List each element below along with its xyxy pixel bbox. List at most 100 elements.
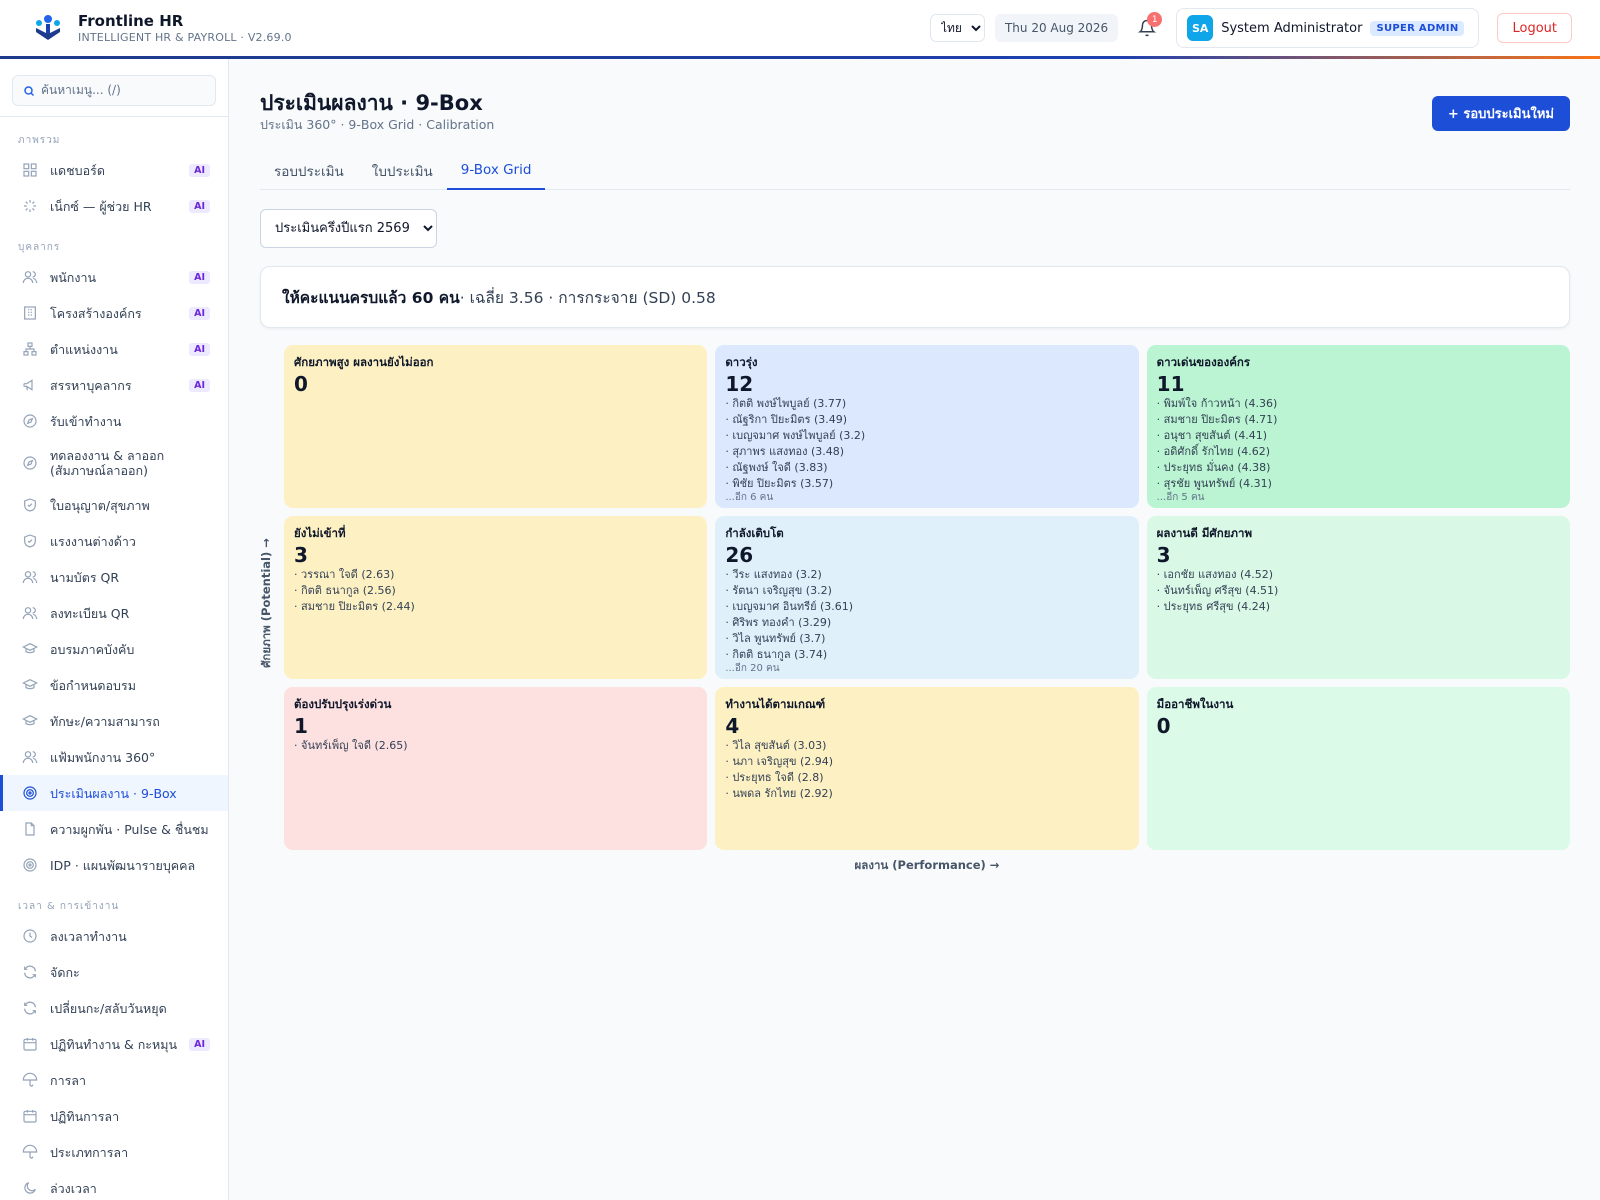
nine-box-cell[interactable]: ต้องปรับปรุงเร่งด่วน 1 · จันทร์เพ็ญ ใจดี (… xyxy=(284,687,708,850)
sidebar-item[interactable]: การลา xyxy=(0,1062,228,1098)
sidebar-item[interactable]: ปฏิทินการลา xyxy=(0,1098,228,1134)
sidebar-item-label: ประเภทการลา xyxy=(50,1144,129,1160)
sidebar-item[interactable]: แรงงานต่างด้าว xyxy=(0,523,228,559)
cell-person[interactable]: · กิตติ ธนากูล (3.74) xyxy=(725,648,828,661)
sidebar-item[interactable]: โครงสร้างองค์กร AI xyxy=(0,295,228,331)
cell-person[interactable]: · นพดล รักไทย (2.92) xyxy=(725,787,833,800)
sidebar-item[interactable]: แดชบอร์ด AI xyxy=(0,152,228,188)
cell-person[interactable]: · กิตติ พงษ์ไพบูลย์ (3.77) xyxy=(725,397,847,410)
ai-badge: AI xyxy=(189,1037,210,1051)
role-badge: SUPER ADMIN xyxy=(1370,20,1465,36)
logout-button[interactable]: Logout xyxy=(1497,13,1572,43)
ai-badge: AI xyxy=(189,306,210,320)
sidebar-item[interactable]: ล่วงเวลา xyxy=(0,1170,228,1200)
cell-more[interactable]: ...อีก 5 คน xyxy=(1156,492,1205,503)
sidebar-item[interactable]: เปลี่ยนกะ/สลับวันหยุด xyxy=(0,990,228,1026)
sidebar-item-label: รับเข้าทำงาน xyxy=(50,413,122,429)
sidebar-item-label: ลงทะเบียน QR xyxy=(50,605,130,621)
nine-box-cell[interactable]: ศักยภาพสูง ผลงานยังไม่ออก 0 xyxy=(284,345,708,508)
sidebar-item[interactable]: อบรมภาคบังคับ xyxy=(0,631,228,667)
cell-person[interactable]: · เบญจมาศ อินทรีย์ (3.61) xyxy=(725,600,854,613)
cell-person[interactable]: · รัตนา เจริญสุข (3.2) xyxy=(725,584,832,597)
file-icon xyxy=(25,822,35,836)
cell-person[interactable]: · สุภาพร แสงทอง (3.48) xyxy=(725,445,845,458)
nine-box-cell[interactable]: กำลังเติบโต 26 · วีระ แสงทอง (3.2) · รัตนา … xyxy=(715,516,1139,679)
notifications-button[interactable]: 1 xyxy=(1132,12,1163,43)
nine-box-cell[interactable]: ดาวเด่นขององค์กร 11 · พิมพ์ใจ ก้าวหน้า (4.… xyxy=(1146,345,1570,508)
notification-count: 1 xyxy=(1147,12,1163,27)
cell-more[interactable]: ...อีก 6 คน xyxy=(725,492,774,503)
ai-badge: AI xyxy=(189,199,210,213)
cell-person[interactable]: · สมชาย ปิยะมิตร (2.44) xyxy=(294,600,415,613)
cell-person[interactable]: · สุรชัย พูนทรัพย์ (4.31) xyxy=(1156,477,1272,490)
cell-person[interactable]: · วีระ แสงทอง (3.2) xyxy=(725,568,822,581)
cell-count: 12 xyxy=(725,372,754,396)
nine-box-cell[interactable]: มืออาชีพในงาน 0 xyxy=(1146,687,1570,850)
sidebar-item-label: ข้อกำหนดอบรม xyxy=(50,677,136,693)
cell-person[interactable]: · ณัฐริกา ปิยะมิตร (3.49) xyxy=(725,413,848,426)
building-icon xyxy=(24,306,36,320)
cell-title: ยังไม่เข้าที่ xyxy=(294,526,346,540)
sidebar-item[interactable]: ตำแหน่งงาน AI xyxy=(0,331,228,367)
sidebar-item[interactable]: ทดลองงาน & ลาออก (สัมภาษณ์ลาออก) xyxy=(0,439,228,487)
brand[interactable]: Frontline HR INTELLIGENT HR & PAYROLL · … xyxy=(32,12,292,44)
sidebar-item[interactable]: รับเข้าทำงาน xyxy=(0,403,228,439)
nine-box-cell[interactable]: ทำงานได้ตามเกณฑ์ 4 · วิไล สุขสันต์ (3.03) ·… xyxy=(715,687,1139,850)
cell-person[interactable]: · พิมพ์ใจ ก้าวหน้า (4.36) xyxy=(1156,397,1278,410)
sidebar-item[interactable]: ประเมินผลงาน · 9-Box xyxy=(0,775,228,811)
cell-person[interactable]: · วรรณา ใจดี (2.63) xyxy=(294,568,395,581)
cell-person[interactable]: · จันทร์เพ็ญ ศรีสุข (4.51) xyxy=(1156,584,1279,597)
cycle-select[interactable]: ประเมินครึ่งปีแรก 2569 xyxy=(260,209,437,248)
sidebar-item[interactable]: ลงทะเบียน QR xyxy=(0,595,228,631)
graduation-icon xyxy=(22,642,38,654)
tab-forms[interactable]: ใบประเมิน xyxy=(371,163,433,180)
nine-box-cell[interactable]: ยังไม่เข้าที่ 3 · วรรณา ใจดี (2.63) · กิตติ… xyxy=(284,516,708,679)
search-icon xyxy=(24,85,35,96)
cell-person[interactable]: · เบญจมาศ พงษ์ไพบูลย์ (3.2) xyxy=(725,429,866,442)
cell-person[interactable]: · เอกชัย แสงทอง (4.52) xyxy=(1156,568,1274,581)
sidebar-item[interactable]: ข้อกำหนดอบรม xyxy=(0,667,228,703)
sidebar-item[interactable]: ความผูกพัน · Pulse & ชื่นชม xyxy=(0,811,228,847)
sidebar-item[interactable]: ลงเวลาทำงาน xyxy=(0,918,228,954)
sidebar-item[interactable]: ทักษะ/ความสามารถ xyxy=(0,703,228,739)
sidebar-item[interactable]: IDP · แผนพัฒนารายบุคคล xyxy=(0,847,228,883)
user-menu[interactable]: SA System Administrator SUPER ADMIN xyxy=(1176,8,1480,48)
cell-person[interactable]: · สมชาย ปิยะมิตร (4.71) xyxy=(1156,413,1278,426)
sidebar-item-label: เปลี่ยนกะ/สลับวันหยุด xyxy=(50,1000,167,1016)
new-cycle-button[interactable]: + รอบประเมินใหม่ xyxy=(1431,96,1570,131)
sidebar-item[interactable]: ประเภทการลา xyxy=(0,1134,228,1170)
sidebar-item[interactable]: สรรหาบุคลากร AI xyxy=(0,367,228,403)
sidebar-item[interactable]: ปฏิทินทำงาน & กะหมุน AI xyxy=(0,1026,228,1062)
cell-person[interactable]: · ประยุทธ ใจดี (2.8) xyxy=(725,771,824,784)
megaphone-icon xyxy=(23,379,33,391)
language-select[interactable]: ไทย xyxy=(929,14,985,42)
cell-person[interactable]: · นภา เจริญสุข (2.94) xyxy=(725,755,834,768)
cell-person[interactable]: · อนุชา สุขสันต์ (4.41) xyxy=(1156,429,1268,442)
cell-person[interactable]: · จันทร์เพ็ญ ใจดี (2.65) xyxy=(294,739,408,752)
cell-more[interactable]: ...อีก 20 คน xyxy=(725,663,780,674)
sidebar-item[interactable]: แฟ้มพนักงาน 360° xyxy=(0,739,228,775)
cell-person[interactable]: · ประยุทธ ศรีสุข (4.24) xyxy=(1156,600,1271,613)
cell-person[interactable]: · ศิริพร ทองคำ (3.29) xyxy=(725,616,832,629)
cell-person[interactable]: · กิตติ ธนากูล (2.56) xyxy=(294,584,396,597)
cell-person[interactable]: · พิชัย ปิยะมิตร (3.57) xyxy=(725,477,834,490)
cell-person[interactable]: · วิไล พูนทรัพย์ (3.7) xyxy=(725,632,826,645)
cell-person[interactable]: · วิไล สุขสันต์ (3.03) xyxy=(725,739,827,752)
menu-search-input[interactable]: ค้นหาเมนู... (/) xyxy=(12,75,216,106)
sidebar-item[interactable]: จัดกะ xyxy=(0,954,228,990)
cell-person[interactable]: · ณัฐพงษ์ ใจดี (3.83) xyxy=(725,461,828,474)
sidebar-item[interactable]: เน็กซ์ — ผู้ช่วย HR AI xyxy=(0,188,228,224)
app-version: INTELLIGENT HR & PAYROLL · V2.69.0 xyxy=(78,31,292,44)
nine-box-cell[interactable]: ผลงานดี มีศักยภาพ 3 · เอกชัย แสงทอง (4.52)… xyxy=(1146,516,1570,679)
sidebar-item-label: จัดกะ xyxy=(50,964,80,980)
cell-person[interactable]: · ประยุทธ มั่นคง (4.38) xyxy=(1156,461,1271,474)
sidebar-item[interactable]: ใบอนุญาต/สุขภาพ xyxy=(0,487,228,523)
tab-9box-grid[interactable]: 9-Box Grid xyxy=(446,151,546,190)
sidebar-item[interactable]: นามบัตร QR xyxy=(0,559,228,595)
refresh-icon xyxy=(24,965,36,979)
sidebar-item-label: แรงงานต่างด้าว xyxy=(50,533,136,549)
nine-box-cell[interactable]: ดาวรุ่ง 12 · กิตติ พงษ์ไพบูลย์ (3.77) · ณัฐ… xyxy=(715,345,1139,508)
sidebar-item[interactable]: พนักงาน AI xyxy=(0,259,228,295)
cell-person[interactable]: · อดิศักดิ์ รักไทย (4.62) xyxy=(1156,445,1271,458)
tab-cycles[interactable]: รอบประเมิน xyxy=(274,163,344,180)
